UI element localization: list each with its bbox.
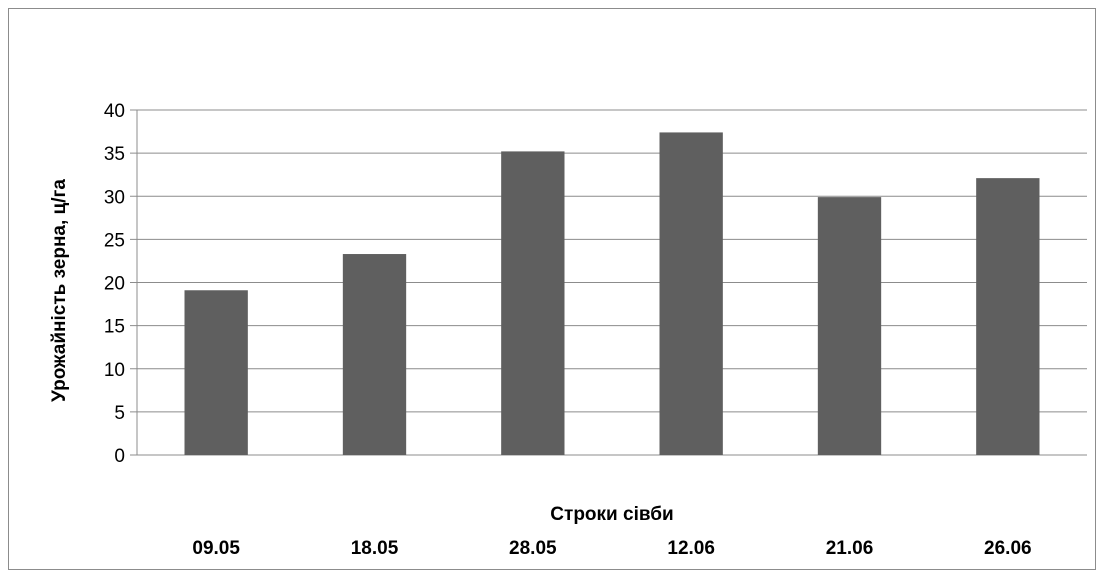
y-tick-label: 25: [104, 230, 125, 251]
bar-21.06: [817, 197, 882, 456]
bar-09.05: [184, 290, 248, 455]
bar-18.05: [342, 254, 407, 455]
x-tick-label: 09.05: [192, 538, 240, 559]
x-axis-ticks: 09.05 18.05 28.05 12.06 21.06 26.06: [192, 538, 1031, 559]
x-tick-label: 28.05: [509, 538, 557, 559]
y-tick-label: 15: [104, 317, 125, 338]
y-axis-title: Урожайність зерна, ц/га: [49, 179, 70, 402]
y-tick-label: 20: [104, 274, 125, 295]
y-tick-label: 0: [114, 446, 125, 467]
chart-frame: 0 5 10 15 20 25 30 35 40 09.05 18.05 28.05 12.06 21.…: [8, 8, 1096, 570]
bars: [184, 132, 1040, 456]
y-tick-label: 5: [114, 403, 125, 424]
x-tick-label: 21.06: [826, 538, 874, 559]
gridlines: [130, 109, 1087, 456]
bar-28.05: [501, 151, 565, 455]
x-tick-label: 18.05: [351, 538, 399, 559]
bar-chart: 0 5 10 15 20 25 30 35 40 09.05 18.05 28.05 12.06 21.…: [49, 101, 1087, 559]
y-tick-label: 30: [104, 187, 125, 208]
bar-12.06: [659, 132, 723, 456]
x-tick-label: 12.06: [667, 538, 715, 559]
y-tick-label: 10: [104, 360, 125, 381]
y-tick-label: 40: [104, 101, 125, 122]
x-tick-label: 26.06: [984, 538, 1032, 559]
y-tick-label: 35: [104, 144, 125, 165]
y-axis-ticks: 0 5 10 15 20 25 30 35 40: [104, 101, 125, 467]
x-axis-title: Строки сівби: [550, 504, 673, 525]
bar-26.06: [976, 178, 1040, 455]
